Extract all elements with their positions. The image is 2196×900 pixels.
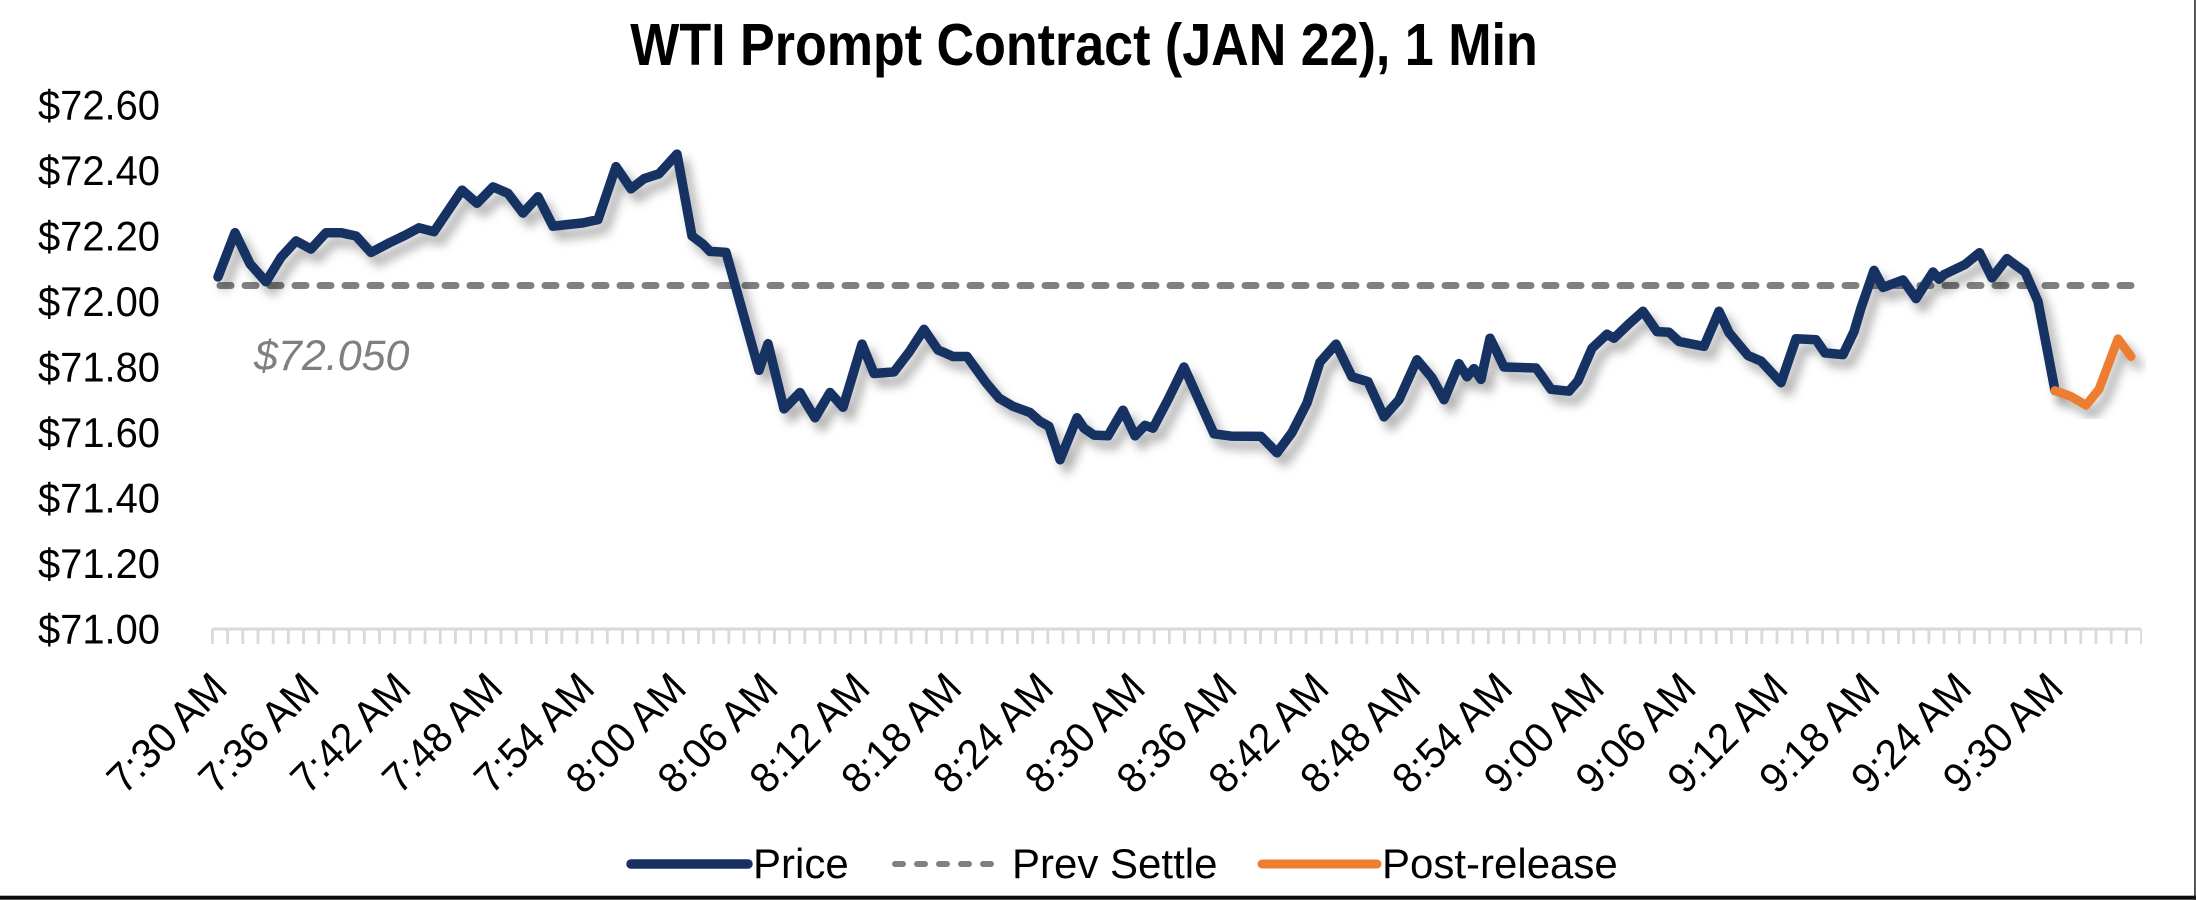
svg-text:$72.60: $72.60 [38,82,160,129]
svg-text:Post-release: Post-release [1382,840,1618,887]
svg-text:$72.00: $72.00 [38,278,160,325]
svg-text:$71.20: $71.20 [38,540,160,587]
svg-text:Price: Price [753,840,849,887]
svg-text:$71.00: $71.00 [38,606,160,653]
svg-text:$71.80: $71.80 [38,344,160,391]
svg-text:$71.40: $71.40 [38,475,160,522]
svg-text:$72.20: $72.20 [38,213,160,260]
svg-text:WTI Prompt Contract (JAN 22),: WTI Prompt Contract (JAN 22), 1 Min [630,12,1538,78]
svg-text:Prev Settle: Prev Settle [1012,840,1217,887]
svg-text:$72.050: $72.050 [253,332,410,380]
svg-text:$71.60: $71.60 [38,409,160,456]
svg-text:$72.40: $72.40 [38,147,160,194]
